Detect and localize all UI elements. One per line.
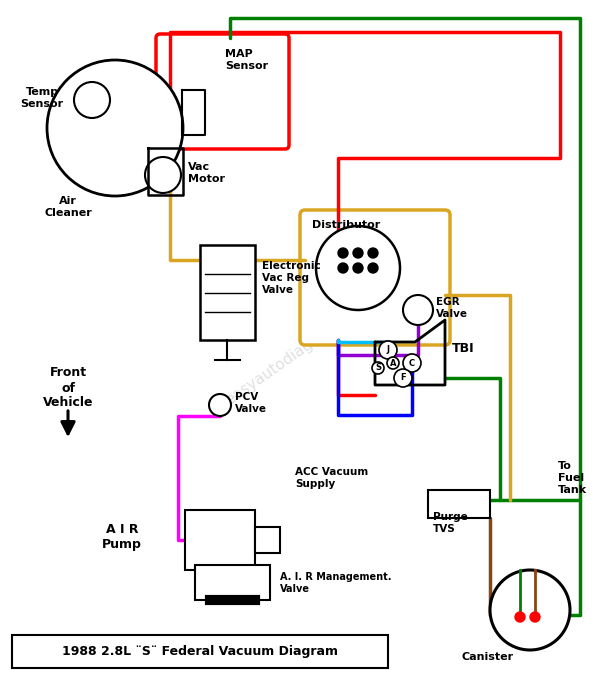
Text: TBI: TBI — [452, 342, 475, 354]
Circle shape — [403, 354, 421, 372]
Text: F: F — [400, 374, 406, 382]
Text: Distributor: Distributor — [312, 220, 380, 230]
Bar — [185, 510, 255, 570]
FancyBboxPatch shape — [300, 210, 450, 345]
Text: Vac
Motor: Vac Motor — [188, 162, 225, 184]
Text: easyautodiagrams.com: easyautodiagrams.com — [222, 293, 378, 407]
Bar — [12, 635, 388, 668]
Circle shape — [145, 157, 181, 193]
Circle shape — [387, 357, 399, 369]
Text: Temp
Sensor: Temp Sensor — [20, 88, 64, 108]
Text: MAP
Sensor: MAP Sensor — [225, 49, 268, 71]
Circle shape — [338, 248, 348, 258]
Text: Canister: Canister — [462, 652, 514, 662]
Circle shape — [338, 263, 348, 273]
Circle shape — [403, 295, 433, 325]
Circle shape — [368, 248, 378, 258]
Circle shape — [394, 369, 412, 387]
Text: Purge
TVS: Purge TVS — [433, 512, 468, 534]
Text: Electronic
Vac Reg
Valve: Electronic Vac Reg Valve — [262, 261, 321, 295]
Text: A. I. R Management.
Valve: A. I. R Management. Valve — [280, 572, 392, 594]
FancyBboxPatch shape — [156, 34, 289, 149]
Text: To
Fuel
Tank: To Fuel Tank — [558, 461, 587, 495]
Circle shape — [74, 82, 110, 118]
Text: A: A — [390, 358, 396, 368]
Text: PCV
Valve: PCV Valve — [235, 392, 267, 414]
Text: Air
Cleaner: Air Cleaner — [44, 196, 92, 218]
Bar — [428, 490, 490, 518]
Circle shape — [353, 263, 363, 273]
Bar — [200, 245, 255, 340]
Circle shape — [209, 394, 231, 416]
Text: S: S — [375, 363, 381, 372]
Circle shape — [379, 341, 397, 359]
Text: C: C — [409, 358, 415, 368]
Text: Front
of
Vehicle: Front of Vehicle — [43, 367, 93, 410]
Bar — [195, 565, 270, 600]
Bar — [255, 527, 280, 553]
Circle shape — [530, 612, 540, 622]
Circle shape — [490, 570, 570, 650]
Text: ACC Vacuum
Supply: ACC Vacuum Supply — [295, 467, 368, 489]
Circle shape — [368, 263, 378, 273]
Circle shape — [515, 612, 525, 622]
Circle shape — [47, 60, 183, 196]
Text: J: J — [386, 346, 389, 354]
Circle shape — [316, 226, 400, 310]
Text: A I R
Pump: A I R Pump — [102, 523, 142, 551]
Text: EGR
Valve: EGR Valve — [436, 298, 468, 318]
Text: 1988 2.8L ¨S¨ Federal Vacuum Diagram: 1988 2.8L ¨S¨ Federal Vacuum Diagram — [62, 645, 338, 657]
Circle shape — [353, 248, 363, 258]
Circle shape — [372, 362, 384, 374]
